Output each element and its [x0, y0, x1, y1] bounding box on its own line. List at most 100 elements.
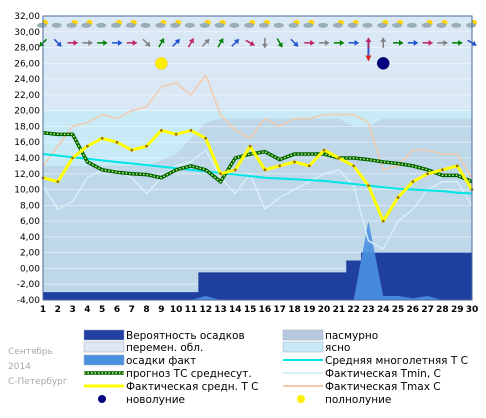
legend-label: Фактическая Tmin, С [325, 368, 441, 380]
wind-direction-arrow [422, 39, 433, 46]
x-tick-label: 18 [288, 305, 301, 315]
mean-point [248, 144, 252, 148]
mean-point [411, 180, 415, 184]
wind-direction-arrow [333, 39, 344, 46]
x-tick-label: 30 [466, 305, 479, 315]
sun-cloud-icon [406, 22, 417, 28]
wind-direction-arrow [319, 39, 330, 46]
legend-item-precip_fact: осадки факт [83, 354, 196, 367]
y-axis: -4,00 -2,00 0,00 2,00 4,00 6,00 8,00 10,00 12,00… [14, 12, 40, 306]
y-tick-label: 14,00 [14, 154, 40, 164]
legend-item-fact_min: Фактическая Tmin, С [283, 368, 441, 380]
sun-cloud-icon [229, 22, 240, 28]
cloud-icon [170, 22, 181, 28]
wind-direction-arrow [245, 39, 255, 46]
wind-direction-arrow [158, 38, 165, 48]
wind-arrow-head [174, 39, 180, 45]
legend-swatch [297, 395, 305, 403]
sun-cloud-icon [377, 19, 389, 28]
wind-direction-arrow [452, 39, 463, 46]
wind-direction-arrow [111, 39, 122, 46]
x-tick-label: 13 [214, 305, 227, 315]
x-tick-label: 24 [377, 305, 390, 315]
sun-cloud-icon [347, 19, 359, 28]
cloud-icon [66, 22, 77, 28]
wind-direction-arrow [290, 38, 299, 47]
legend-label: прогноз ТС среднесут. [126, 368, 252, 380]
cloud-icon [258, 22, 269, 28]
legend-label: Вероятность осадков [126, 330, 245, 342]
y-tick-label: 16,00 [14, 138, 40, 148]
x-tick-label: 11 [185, 305, 198, 315]
caption-city: С-Петербург [8, 377, 68, 387]
mean-point [233, 168, 237, 172]
wind-arrow-head [204, 39, 210, 45]
sun-cloud-icon [81, 19, 93, 28]
caption-month: Сентябрь [8, 347, 53, 357]
wind-arrow-head [188, 38, 195, 44]
mean-point [85, 144, 89, 148]
mean-point [455, 164, 459, 168]
sun-cloud-icon [184, 22, 195, 28]
wind-direction-arrow [187, 38, 195, 48]
cloud-icon [466, 22, 476, 28]
y-tick-label: 32,00 [14, 12, 40, 22]
sun-cloud-icon [451, 22, 462, 28]
wind-arrow-head [103, 39, 108, 46]
legend-swatch [98, 395, 106, 403]
cloud-icon [318, 22, 329, 28]
wind-arrow-head [380, 37, 387, 42]
legend-label: осадки факт [126, 355, 196, 367]
rain-icon [365, 55, 372, 62]
legend-swatch [83, 341, 125, 353]
wind-arrow-head [310, 39, 315, 46]
sun-cloud-icon [96, 22, 107, 28]
cloud-icon [332, 22, 343, 28]
legend-swatch [83, 354, 125, 366]
legend-item-full_moon: полнолуние [297, 394, 391, 406]
x-tick-label: 1 [40, 305, 46, 315]
cloud-icon [451, 22, 462, 28]
x-tick-label: 22 [347, 305, 360, 315]
legend-item-precip_prob: Вероятность осадков [83, 329, 245, 342]
cloud-icon [406, 22, 417, 28]
mean-point [189, 128, 193, 132]
wind-direction-arrow [437, 39, 448, 46]
sun-cloud-icon [199, 19, 211, 28]
wind-arrow-head [277, 42, 283, 48]
wind-arrow-head [132, 39, 137, 46]
wind-arrow-head [325, 39, 330, 46]
y-tick-label: 6,00 [20, 217, 40, 227]
mean-point [352, 164, 356, 168]
legend-item-new_moon: новолуние [98, 394, 185, 406]
mean-point [56, 180, 60, 184]
wind-arrow-head [88, 39, 93, 46]
sun-cloud-icon [273, 22, 284, 28]
y-tick-label: 18,00 [14, 122, 40, 132]
mean-point [130, 148, 134, 152]
legend-label: ясно [325, 342, 350, 354]
legend-item-fact_max: Фактическая Tmax С [283, 381, 441, 393]
cloud-icon [155, 22, 166, 28]
legend-item-clear: ясно [282, 341, 350, 354]
wind-direction-arrow [67, 39, 78, 46]
norm-line [42, 153, 473, 195]
y-tick-label: 20,00 [14, 107, 40, 117]
y-tick-label: 22,00 [14, 91, 40, 101]
x-tick-label: 10 [170, 305, 183, 315]
caption-year: 2014 [8, 362, 31, 372]
mean-point [278, 164, 282, 168]
mean-point [322, 148, 326, 152]
sun-cloud-icon [66, 19, 78, 28]
mean-point [426, 172, 430, 176]
wind-arrow-head [443, 39, 448, 46]
x-tick-label: 27 [421, 305, 434, 315]
legend-label: новолуние [126, 394, 185, 406]
sun-cloud-icon [436, 19, 448, 28]
cloud-icon [273, 22, 284, 28]
sun-cloud-icon [125, 19, 137, 28]
mean-line [42, 128, 474, 223]
legend-item-forecast_mean: прогноз ТС среднесут. [84, 368, 252, 380]
y-tick-label: 8,00 [20, 201, 40, 211]
sun-cloud-icon [155, 19, 167, 28]
